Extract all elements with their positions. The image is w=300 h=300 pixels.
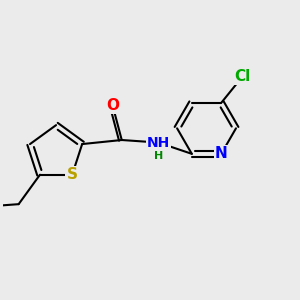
Text: N: N xyxy=(215,146,228,161)
Text: Cl: Cl xyxy=(235,69,251,84)
Text: H: H xyxy=(154,151,163,161)
Text: S: S xyxy=(67,167,78,182)
Text: NH: NH xyxy=(147,136,170,149)
Text: O: O xyxy=(106,98,119,113)
